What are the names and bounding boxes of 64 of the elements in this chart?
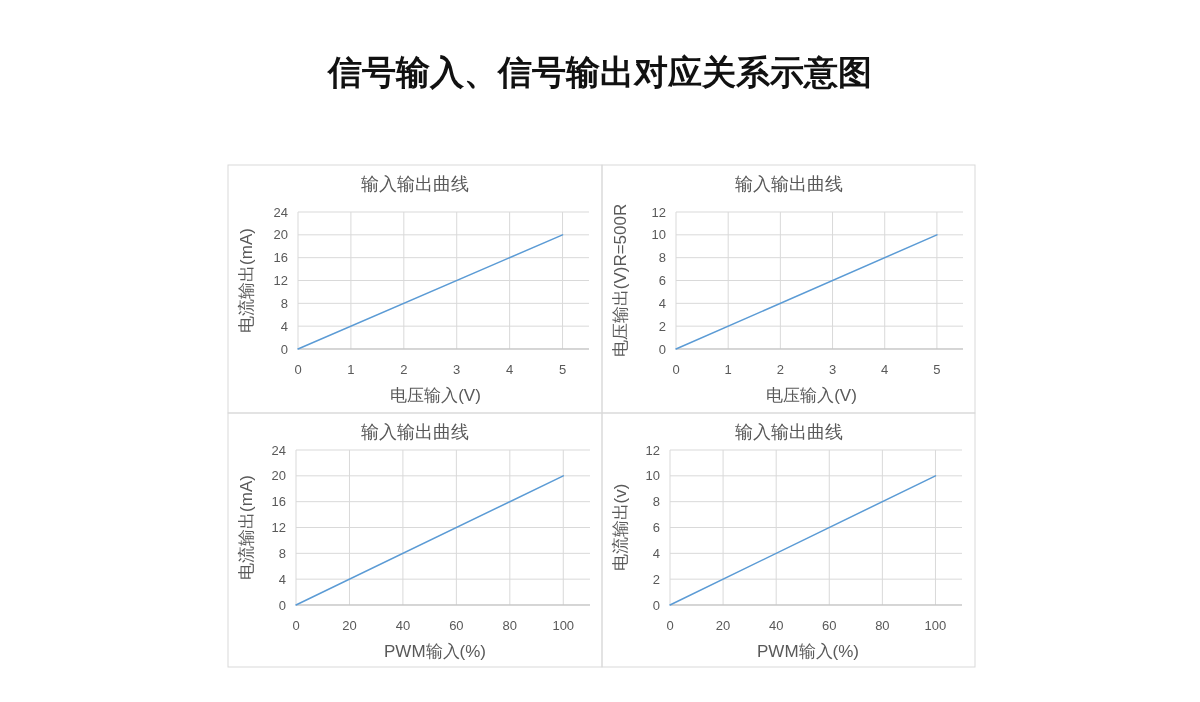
text: 信号输入、信号输出对应关系示意图 <box>326 53 872 91</box>
y-tick-label: 8 <box>652 494 660 510</box>
x-axis-title: 电压输入(V) <box>766 386 857 405</box>
x-tick-label: 5 <box>558 362 567 377</box>
chart-title: 输入输出曲线 <box>734 174 843 194</box>
y-tick-label: 24 <box>273 204 288 220</box>
y-tick-label: 12 <box>273 273 288 288</box>
x-tick-label: 100 <box>924 618 947 633</box>
y-axis-title: 电流输出(mA) <box>237 228 256 333</box>
x-axis-title: PWM输入(%) <box>384 642 486 661</box>
x-tick-label: 40 <box>768 618 784 633</box>
y-tick-label: 12 <box>651 204 666 220</box>
x-tick-label: 1 <box>724 362 732 377</box>
y-tick-label: 6 <box>652 520 660 535</box>
x-tick-label: 40 <box>395 618 411 633</box>
x-tick-label: 2 <box>776 362 784 377</box>
chart-title: 输入输出曲线 <box>734 422 843 442</box>
x-tick-label: 20 <box>342 618 357 633</box>
x-tick-label: 60 <box>449 618 464 633</box>
x-tick-label: 60 <box>822 618 837 633</box>
x-axis-title: PWM输入(%) <box>757 642 859 661</box>
x-axis-title: 电压输入(V) <box>390 386 481 405</box>
x-tick-label: 2 <box>400 362 408 377</box>
y-tick-label: 8 <box>280 295 288 311</box>
x-tick-label: 4 <box>506 362 514 377</box>
y-tick-label: 4 <box>278 571 286 587</box>
x-tick-label: 5 <box>933 362 941 377</box>
y-axis-title: 电流输出(mA) <box>237 475 256 580</box>
y-tick-label: 10 <box>651 227 666 243</box>
y-tick-label: 0 <box>652 597 660 613</box>
x-tick-label: 4 <box>881 362 889 377</box>
y-tick-label: 0 <box>280 341 288 357</box>
y-tick-label: 12 <box>645 442 660 458</box>
chart-title: 输入输出曲线 <box>361 174 469 194</box>
x-tick-label: 1 <box>347 362 355 377</box>
y-tick-label: 16 <box>273 250 288 266</box>
y-tick-label: 0 <box>278 597 286 613</box>
y-tick-label: 10 <box>645 468 660 484</box>
x-tick-label: 0 <box>292 618 300 633</box>
y-tick-label: 20 <box>271 468 286 484</box>
y-tick-label: 12 <box>271 520 286 535</box>
y-tick-label: 8 <box>658 250 666 266</box>
y-axis-title: 电流输出(v) <box>611 483 630 572</box>
y-tick-label: 2 <box>658 318 666 334</box>
x-tick-label: 80 <box>502 618 518 633</box>
y-axis-title: 电压输出(V)R=500R <box>611 203 630 358</box>
y-tick-label: 20 <box>273 227 288 243</box>
y-tick-label: 2 <box>652 571 660 587</box>
y-tick-label: 0 <box>658 341 666 357</box>
y-tick-label: 24 <box>271 442 286 458</box>
x-tick-label: 3 <box>828 362 837 377</box>
chart-title: 输入输出曲线 <box>361 422 469 442</box>
x-tick-label: 100 <box>552 618 575 633</box>
x-tick-label: 0 <box>672 362 680 377</box>
y-tick-label: 4 <box>658 295 666 311</box>
x-tick-label: 0 <box>294 362 302 377</box>
y-tick-label: 4 <box>652 545 660 561</box>
x-tick-label: 3 <box>453 362 461 377</box>
y-tick-label: 4 <box>280 318 288 334</box>
x-tick-label: 80 <box>875 618 890 633</box>
y-tick-label: 8 <box>278 545 286 561</box>
y-tick-label: 16 <box>271 494 286 510</box>
x-tick-label: 20 <box>715 618 731 633</box>
y-tick-label: 6 <box>658 273 666 288</box>
